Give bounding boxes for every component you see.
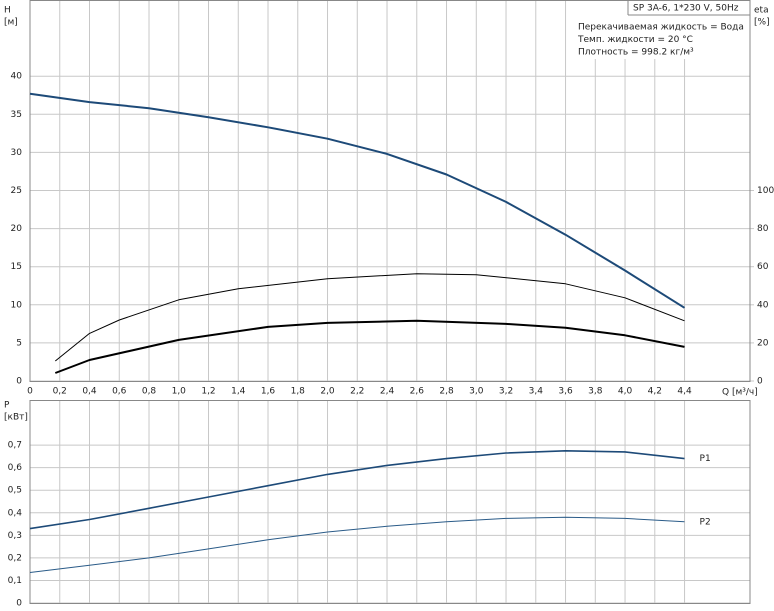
y-tick-label: 0,3 — [8, 531, 22, 541]
series-label: P2 — [700, 517, 711, 527]
y2-tick-label: 0 — [757, 377, 763, 387]
y-tick-label: 0 — [16, 377, 22, 387]
y2-tick-label: 80 — [757, 224, 769, 234]
y-tick-label: 15 — [11, 262, 22, 272]
x-label: Q [м³/ч] — [722, 388, 758, 398]
x-tick-label: 2,2 — [350, 387, 364, 397]
y-tick-label: 0,1 — [8, 576, 22, 586]
x-tick-label: 2,4 — [380, 387, 395, 397]
y2-tick-label: 60 — [757, 262, 769, 272]
x-tick-label: 4,4 — [677, 387, 692, 397]
curve — [29, 450, 685, 530]
y2-label: eta — [754, 6, 769, 16]
y2-unit: [%] — [754, 18, 770, 28]
y-tick-label: 0,4 — [8, 508, 23, 518]
x-tick-label: 1,0 — [172, 387, 187, 397]
y-tick-label: 30 — [11, 148, 23, 158]
y-tick-label: 10 — [11, 300, 23, 310]
y2-tick-label: 20 — [757, 338, 769, 348]
y-unit: [м] — [4, 18, 18, 28]
curve — [54, 319, 685, 374]
y-tick-label: 25 — [11, 186, 22, 196]
x-tick-label: 1,2 — [201, 387, 215, 397]
x-tick-label: 0,2 — [53, 387, 67, 397]
y-label: P — [4, 401, 10, 411]
y-unit: [кВт] — [4, 413, 28, 423]
x-tick-label: 4,0 — [618, 387, 633, 397]
x-tick-label: 1,8 — [291, 387, 306, 397]
info-line: Темп. жидкости = 20 °C — [577, 35, 693, 45]
info-line: Плотность = 998.2 кг/м³ — [578, 48, 694, 58]
x-tick-label: 0 — [27, 387, 33, 397]
x-tick-label: 3,0 — [469, 387, 484, 397]
y-tick-label: 40 — [11, 72, 23, 82]
x-tick-label: 3,2 — [499, 387, 513, 397]
x-tick-label: 2,0 — [320, 387, 335, 397]
y-tick-label: 0,5 — [8, 486, 22, 496]
x-tick-label: 1,6 — [261, 387, 276, 397]
y-tick-label: 0,7 — [8, 441, 22, 451]
y-tick-label: 0,6 — [8, 463, 23, 473]
y-tick-label: 20 — [11, 224, 23, 234]
x-tick-label: 0,4 — [82, 387, 97, 397]
curve — [54, 273, 685, 362]
x-tick-label: 2,8 — [439, 387, 454, 397]
curve — [29, 516, 685, 573]
y-tick-label: 0,2 — [8, 553, 22, 563]
info-title: SP 3A-6, 1*230 V, 50Hz — [633, 4, 739, 14]
x-tick-label: 0,8 — [142, 387, 157, 397]
y-tick-label: 5 — [16, 338, 22, 348]
x-tick-label: 3,6 — [558, 387, 573, 397]
x-tick-label: 3,8 — [588, 387, 603, 397]
y2-tick-label: 100 — [757, 186, 774, 196]
info-line: Перекачиваемая жидкость = Вода — [578, 23, 744, 33]
x-tick-label: 1,4 — [231, 387, 246, 397]
x-tick-label: 0,6 — [112, 387, 127, 397]
plot-frame — [29, 0, 751, 382]
x-tick-label: 2,6 — [410, 387, 425, 397]
y-tick-label: 0 — [16, 599, 22, 609]
x-tick-label: 4,2 — [648, 387, 662, 397]
y2-tick-label: 40 — [757, 300, 769, 310]
y-label: H — [4, 6, 11, 16]
x-tick-label: 3,4 — [529, 387, 544, 397]
curve — [29, 92, 686, 309]
y-tick-label: 35 — [11, 110, 22, 120]
series-label: P1 — [700, 454, 711, 464]
info-box — [575, 1, 749, 59]
plot-frame — [29, 400, 751, 604]
